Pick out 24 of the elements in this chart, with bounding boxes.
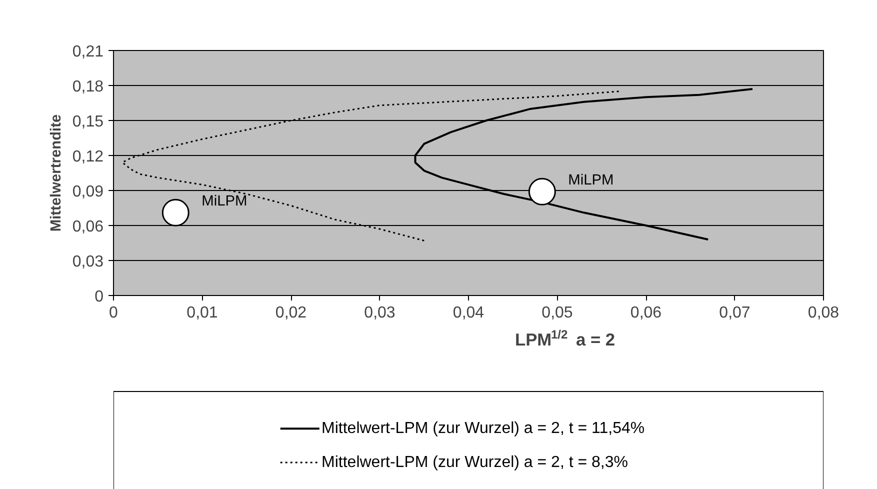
legend-label: Mittelwert-LPM (zur Wurzel) a = 2, t = 11,54% bbox=[322, 420, 645, 438]
y-tick-label: 0,06 bbox=[72, 218, 104, 236]
x-tick-label: 0,06 bbox=[630, 304, 662, 322]
y-tick-label: 0 bbox=[94, 288, 104, 306]
x-tick-label: 0,05 bbox=[542, 304, 573, 322]
y-tick-label: 0,21 bbox=[72, 44, 104, 60]
x-tick-label: 0,04 bbox=[452, 304, 484, 322]
y-tick-label: 0,09 bbox=[72, 184, 104, 200]
x-tick-label: 0,07 bbox=[719, 304, 750, 322]
x-tick-label: 0 bbox=[109, 304, 118, 322]
y-axis-title: Mittelwertrendite bbox=[48, 114, 64, 232]
y-tick-label: 0,03 bbox=[72, 254, 104, 270]
legend-label: Mittelwert-LPM (zur Wurzel) a = 2, t = 8,3% bbox=[322, 454, 628, 471]
line-series bbox=[122, 90, 620, 242]
y-tick-label: 0,18 bbox=[72, 78, 104, 96]
y-tick-label: 0,12 bbox=[72, 148, 104, 166]
x-tick-label: 0,03 bbox=[364, 304, 396, 322]
x-tick-label: 0,01 bbox=[186, 304, 218, 322]
x-tick-label: 0,02 bbox=[275, 304, 307, 322]
data-label: MiLPM bbox=[568, 172, 614, 189]
data-label: MiLPM bbox=[202, 194, 248, 210]
y-tick-label: 0,15 bbox=[72, 114, 104, 130]
x-tick-label: 0,08 bbox=[808, 304, 840, 322]
line-series bbox=[414, 88, 754, 240]
